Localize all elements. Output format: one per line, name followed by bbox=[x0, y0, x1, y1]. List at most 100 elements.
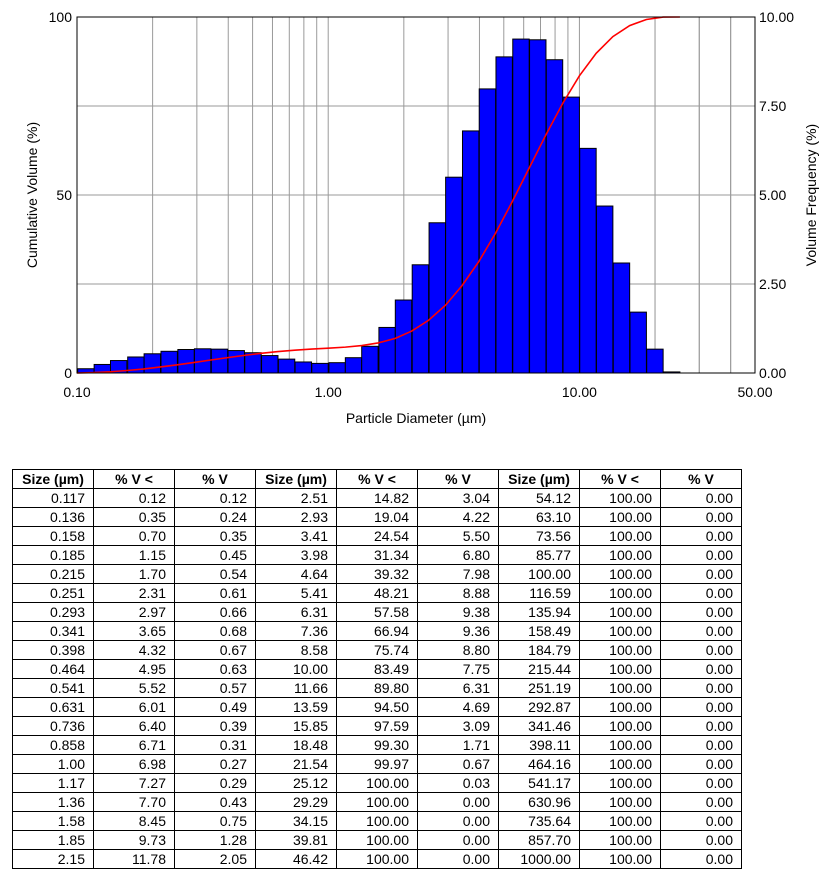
table-row: 1.36 7.70 0.43 29.29 100.00 0.00 630.96 100.00 0… bbox=[12, 792, 742, 812]
table-cell: 8.58 bbox=[255, 640, 337, 660]
table-cell: 1.71 bbox=[417, 735, 499, 755]
y2-tick-label: 0.00 bbox=[759, 365, 786, 381]
table-cell: 215.44 bbox=[498, 659, 580, 679]
table-header-cell: % V < bbox=[93, 469, 175, 489]
table-cell: 6.71 bbox=[93, 735, 175, 755]
table-cell: 1.70 bbox=[93, 564, 175, 584]
table-cell: 0.35 bbox=[174, 526, 256, 546]
table-cell: 63.10 bbox=[498, 507, 580, 527]
table-cell: 5.52 bbox=[93, 678, 175, 698]
table-cell: 398.11 bbox=[498, 735, 580, 755]
table-cell: 0.00 bbox=[417, 811, 499, 831]
frequency-bar bbox=[143, 353, 162, 374]
table-cell: 100.00 bbox=[579, 583, 661, 603]
table-cell: 541.17 bbox=[498, 773, 580, 793]
frequency-bar bbox=[277, 358, 296, 374]
table-cell: 100.00 bbox=[579, 545, 661, 565]
table-cell: 6.31 bbox=[417, 678, 499, 698]
frequency-bar bbox=[461, 130, 480, 374]
table-cell: 0.00 bbox=[660, 849, 742, 869]
table-cell: 0.185 bbox=[12, 545, 94, 565]
table-cell: 9.36 bbox=[417, 621, 499, 641]
table-cell: 184.79 bbox=[498, 640, 580, 660]
y-axis-label: Cumulative Volume (%) bbox=[24, 122, 40, 268]
table-cell: 7.98 bbox=[417, 564, 499, 584]
frequency-bar bbox=[529, 39, 547, 374]
x-tick-label: 10.00 bbox=[562, 384, 597, 400]
table-cell: 31.34 bbox=[336, 545, 418, 565]
table-cell: 1.00 bbox=[12, 754, 94, 774]
table-cell: 0.00 bbox=[660, 716, 742, 736]
table-cell: 0.858 bbox=[12, 735, 94, 755]
table-header-cell: % V bbox=[417, 469, 499, 489]
table-cell: 0.24 bbox=[174, 507, 256, 527]
table-cell: 0.67 bbox=[174, 640, 256, 660]
table-cell: 630.96 bbox=[498, 792, 580, 812]
frequency-bar bbox=[344, 357, 363, 374]
table-cell: 34.15 bbox=[255, 811, 337, 831]
table-cell: 0.00 bbox=[660, 526, 742, 546]
table-cell: 8.80 bbox=[417, 640, 499, 660]
table-row: 0.631 6.01 0.49 13.59 94.50 4.69 292.87 100.00 0… bbox=[12, 697, 742, 717]
table-cell: 21.54 bbox=[255, 754, 337, 774]
table-cell: 0.541 bbox=[12, 678, 94, 698]
table-cell: 4.69 bbox=[417, 697, 499, 717]
table-cell: 4.95 bbox=[93, 659, 175, 679]
y-tick-label: 50 bbox=[56, 187, 72, 203]
table-cell: 0.70 bbox=[93, 526, 175, 546]
frequency-bar bbox=[595, 205, 614, 374]
table-cell: 100.00 bbox=[579, 773, 661, 793]
frequency-bar bbox=[411, 264, 430, 374]
table-cell: 100.00 bbox=[336, 792, 418, 812]
table-cell: 7.70 bbox=[93, 792, 175, 812]
table-cell: 0.43 bbox=[174, 792, 256, 812]
table-cell: 0.215 bbox=[12, 564, 94, 584]
frequency-bar bbox=[378, 326, 396, 374]
table-cell: 7.27 bbox=[93, 773, 175, 793]
table-cell: 1.15 bbox=[93, 545, 175, 565]
frequency-bar bbox=[328, 362, 346, 374]
table-cell: 735.64 bbox=[498, 811, 580, 831]
table-cell: 0.00 bbox=[660, 583, 742, 603]
table-cell: 0.00 bbox=[660, 830, 742, 850]
table-row: 0.858 6.71 0.31 18.48 99.30 1.71 398.11 100.00 0… bbox=[12, 735, 742, 755]
y2-tick-label: 2.50 bbox=[759, 276, 786, 292]
y2-tick-label: 5.00 bbox=[759, 187, 786, 203]
table-cell: 25.12 bbox=[255, 773, 337, 793]
table-cell: 857.70 bbox=[498, 830, 580, 850]
x-axis-label: Particle Diameter (µm) bbox=[346, 410, 486, 426]
table-cell: 0.63 bbox=[174, 659, 256, 679]
table-cell: 2.31 bbox=[93, 583, 175, 603]
table-cell: 0.736 bbox=[12, 716, 94, 736]
table-cell: 100.00 bbox=[336, 773, 418, 793]
frequency-bar bbox=[579, 147, 597, 374]
table-cell: 100.00 bbox=[579, 659, 661, 679]
table-cell: 6.01 bbox=[93, 697, 175, 717]
table-cell: 2.15 bbox=[12, 849, 94, 869]
table-cell: 5.50 bbox=[417, 526, 499, 546]
table-cell: 5.41 bbox=[255, 583, 337, 603]
y2-tick-label: 10.00 bbox=[759, 9, 794, 25]
table-cell: 100.00 bbox=[579, 735, 661, 755]
table-cell: 158.49 bbox=[498, 621, 580, 641]
table-cell: 0.35 bbox=[93, 507, 175, 527]
table-cell: 100.00 bbox=[579, 526, 661, 546]
table-cell: 0.39 bbox=[174, 716, 256, 736]
table-body: 0.117 0.12 0.12 2.51 14.82 3.04 54.12 100.00 0.0… bbox=[12, 488, 742, 869]
frequency-bar bbox=[160, 350, 178, 374]
table-cell: 100.00 bbox=[579, 621, 661, 641]
table-cell: 0.00 bbox=[660, 507, 742, 527]
table-cell: 116.59 bbox=[498, 583, 580, 603]
table-cell: 0.66 bbox=[174, 602, 256, 622]
table-cell: 0.464 bbox=[12, 659, 94, 679]
table-cell: 100.00 bbox=[579, 716, 661, 736]
frequency-bar bbox=[294, 361, 312, 374]
table-row: 0.215 1.70 0.54 4.64 39.32 7.98 100.00 100.00 0.… bbox=[12, 564, 742, 584]
table-row: 0.736 6.40 0.39 15.85 97.59 3.09 341.46 100.00 0… bbox=[12, 716, 742, 736]
table-cell: 0.67 bbox=[417, 754, 499, 774]
table-cell: 29.29 bbox=[255, 792, 337, 812]
table-cell: 73.56 bbox=[498, 526, 580, 546]
table-cell: 9.73 bbox=[93, 830, 175, 850]
y-tick-label: 0 bbox=[64, 365, 72, 381]
table-cell: 0.12 bbox=[93, 488, 175, 508]
